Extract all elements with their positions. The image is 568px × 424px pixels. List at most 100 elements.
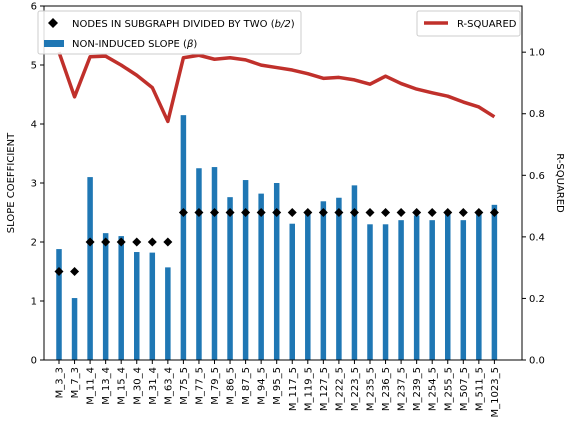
nodes-marker bbox=[272, 208, 282, 217]
bar bbox=[305, 214, 311, 360]
bar bbox=[196, 168, 202, 360]
nodes-marker bbox=[163, 237, 173, 247]
bar bbox=[102, 233, 109, 360]
x-tick-label: M_254_5 bbox=[428, 367, 439, 411]
bar bbox=[336, 197, 342, 360]
nodes-marker bbox=[101, 237, 111, 247]
bar bbox=[491, 204, 498, 360]
bar bbox=[445, 213, 451, 360]
legend-line-label: R-SQUARED bbox=[457, 19, 517, 30]
x-tick-label: M_1023_5 bbox=[490, 367, 501, 417]
bar bbox=[320, 201, 327, 360]
x-tick-label: M_11_4 bbox=[86, 367, 97, 405]
left-tick-label: 1 bbox=[31, 297, 37, 308]
bar bbox=[476, 214, 482, 360]
left-axis-ticks: 0 1 2 3 4 5 6 bbox=[31, 2, 44, 367]
nodes-marker bbox=[349, 208, 359, 217]
left-tick-label: 5 bbox=[31, 61, 37, 72]
bar bbox=[134, 252, 140, 360]
legend-bar-label: NON-INDUCED SLOPE (β) bbox=[72, 39, 197, 50]
left-tick-label: 4 bbox=[31, 120, 37, 131]
bar bbox=[242, 180, 249, 360]
nodes-marker bbox=[194, 208, 204, 217]
legend-left-box bbox=[37, 10, 302, 55]
legend-left: NODES IN SUBGRAPH DIVIDED BY TWO (b/2) N… bbox=[37, 10, 302, 55]
x-tick-label: M_79_5 bbox=[210, 367, 221, 405]
x-tick-label: M_3_3 bbox=[55, 367, 66, 398]
bar bbox=[273, 183, 280, 360]
x-tick-label: M_94_5 bbox=[257, 367, 268, 405]
x-tick-label: M_119_5 bbox=[303, 367, 314, 411]
x-tick-label: M_87_5 bbox=[241, 367, 252, 405]
right-axis-ticks: 0.0 0.2 0.4 0.6 0.8 1.0 bbox=[522, 48, 545, 367]
x-tick-label: M_222_5 bbox=[334, 367, 345, 411]
bar bbox=[398, 220, 404, 360]
legend-right: R-SQUARED bbox=[416, 10, 521, 37]
nodes-marker bbox=[225, 208, 235, 217]
bar bbox=[71, 298, 78, 360]
y-axis-right-label: R-SQUARED bbox=[554, 153, 565, 213]
bar bbox=[211, 167, 218, 360]
right-tick-label: 0.4 bbox=[529, 232, 545, 243]
nodes-marker bbox=[85, 237, 95, 247]
x-tick-label: M_63_4 bbox=[163, 367, 174, 405]
nodes-marker bbox=[318, 208, 328, 217]
x-tick-label: M_511_5 bbox=[474, 367, 485, 411]
bar bbox=[180, 115, 187, 361]
bar bbox=[460, 220, 467, 360]
y-axis-left-label: SLOPE COEFFICIENT bbox=[6, 132, 17, 233]
x-tick-label: M_223_5 bbox=[350, 367, 361, 411]
left-tick-label: 0 bbox=[31, 356, 37, 367]
r-squared-line bbox=[57, 51, 496, 124]
x-tick-label: M_127_5 bbox=[319, 367, 330, 411]
nodes-marker bbox=[287, 208, 297, 217]
right-tick-label: 0.6 bbox=[529, 171, 545, 182]
left-tick-label: 2 bbox=[31, 238, 37, 249]
nodes-marker bbox=[147, 237, 157, 247]
x-tick-label: M_77_5 bbox=[194, 367, 205, 405]
bar-series-slope bbox=[56, 115, 498, 361]
nodes-marker bbox=[427, 208, 437, 217]
bar bbox=[289, 223, 295, 360]
bar bbox=[382, 224, 389, 360]
right-tick-label: 1.0 bbox=[529, 48, 545, 59]
nodes-marker bbox=[132, 237, 142, 247]
x-tick-label: M_75_5 bbox=[179, 367, 190, 405]
bar bbox=[351, 185, 358, 360]
x-axis-ticks: M_3_3 M_7_3 M_11_4 M_13_4 M_15_4 M_30_4 M_31_4… bbox=[55, 360, 501, 417]
legend-right-box bbox=[416, 10, 521, 37]
nodes-marker bbox=[412, 208, 422, 217]
bar bbox=[413, 215, 420, 360]
nodes-marker bbox=[210, 208, 219, 217]
bar bbox=[227, 197, 233, 360]
legend-diamond-marker bbox=[48, 18, 58, 28]
legend-marker-label: NODES IN SUBGRAPH DIVIDED BY TWO (b/2) bbox=[72, 19, 295, 30]
nodes-marker bbox=[178, 208, 188, 217]
x-tick-label: M_7_3 bbox=[70, 367, 81, 398]
nodes-marker bbox=[396, 208, 406, 217]
right-tick-label: 0.2 bbox=[529, 294, 545, 305]
nodes-marker bbox=[54, 267, 64, 276]
right-tick-label: 0.8 bbox=[529, 109, 545, 120]
nodes-marker bbox=[443, 208, 453, 217]
x-tick-label: M_236_5 bbox=[381, 367, 392, 411]
x-tick-label: M_255_5 bbox=[443, 367, 454, 411]
x-tick-label: M_507_5 bbox=[459, 367, 470, 411]
bar bbox=[165, 267, 171, 360]
nodes-marker bbox=[241, 208, 251, 217]
line-series-r-squared bbox=[57, 51, 496, 124]
x-tick-label: M_237_5 bbox=[397, 367, 408, 411]
x-tick-label: M_239_5 bbox=[412, 367, 423, 411]
legend-bar-swatch bbox=[44, 40, 64, 47]
marker-series-nodes bbox=[54, 208, 499, 276]
nodes-marker bbox=[365, 208, 375, 217]
bar bbox=[118, 236, 124, 360]
nodes-marker bbox=[256, 208, 266, 217]
x-tick-label: M_117_5 bbox=[288, 367, 299, 411]
x-tick-label: M_235_5 bbox=[366, 367, 377, 411]
x-tick-label: M_15_4 bbox=[117, 367, 128, 405]
nodes-marker bbox=[303, 208, 313, 217]
nodes-marker bbox=[70, 267, 80, 276]
bar bbox=[56, 249, 62, 360]
